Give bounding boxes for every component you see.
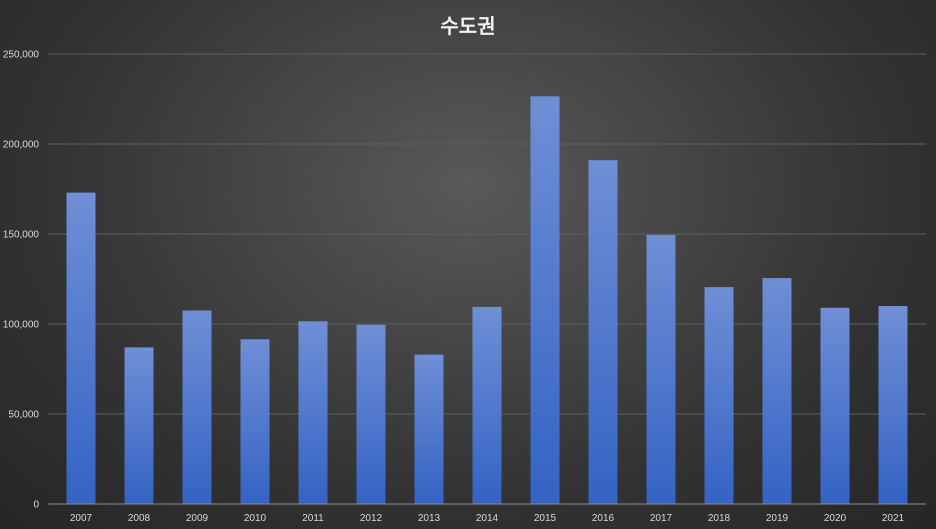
bar-2013 xyxy=(414,354,444,504)
y-tick-label: 0 xyxy=(33,500,39,511)
y-axis-tick-labels: 0 50,000 100,000 150,000 200,000 250,000 xyxy=(3,50,40,511)
bar-2018 xyxy=(704,287,734,504)
x-tick-label: 2009 xyxy=(186,513,209,524)
bar-2020 xyxy=(820,307,850,504)
bar-2007 xyxy=(66,192,96,504)
bar-2009 xyxy=(182,310,212,504)
bar-2017 xyxy=(646,234,676,504)
y-tick-label: 50,000 xyxy=(8,410,39,421)
bar-2015 xyxy=(530,96,560,505)
y-tick-label: 200,000 xyxy=(3,140,40,151)
x-tick-label: 2018 xyxy=(708,513,731,524)
x-tick-label: 2007 xyxy=(70,513,93,524)
x-axis-tick-labels: 2007 2008 2009 2010 2011 2012 2013 2014 2015 2016… xyxy=(70,513,905,524)
x-tick-label: 2020 xyxy=(824,513,847,524)
bar-2008 xyxy=(124,347,154,504)
x-tick-label: 2015 xyxy=(534,513,557,524)
x-tick-label: 2016 xyxy=(592,513,615,524)
x-tick-label: 2010 xyxy=(244,513,267,524)
bar-2010 xyxy=(240,339,270,504)
x-tick-label: 2021 xyxy=(882,513,905,524)
x-tick-label: 2013 xyxy=(418,513,441,524)
x-tick-label: 2019 xyxy=(766,513,789,524)
x-tick-label: 2012 xyxy=(360,513,383,524)
x-tick-label: 2011 xyxy=(302,513,324,524)
bar-2012 xyxy=(356,324,386,504)
x-tick-label: 2008 xyxy=(128,513,151,524)
bar-2021 xyxy=(878,306,908,504)
y-tick-label: 100,000 xyxy=(3,320,40,331)
chart-title: 수도권 xyxy=(440,14,496,38)
y-tick-label: 250,000 xyxy=(3,50,40,61)
bar-2011 xyxy=(298,321,328,504)
bars xyxy=(66,96,908,505)
bar-2019 xyxy=(762,278,792,504)
x-tick-label: 2014 xyxy=(476,513,499,524)
bar-2014 xyxy=(472,306,502,504)
x-tick-label: 2017 xyxy=(650,513,673,524)
y-tick-label: 150,000 xyxy=(3,230,40,241)
bar-2016 xyxy=(588,160,618,504)
